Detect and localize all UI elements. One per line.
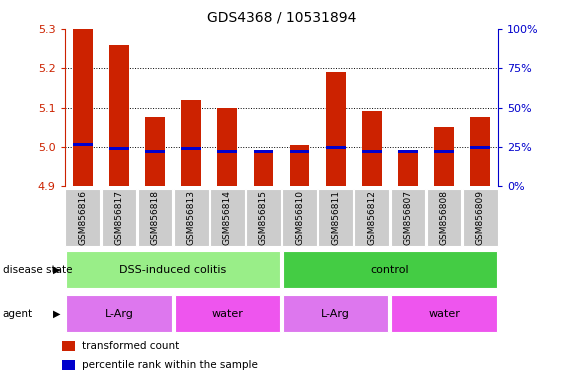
Text: GSM856809: GSM856809: [476, 190, 485, 245]
Bar: [109, 45, 129, 186]
Bar: [217, 108, 237, 186]
Title: GDS4368 / 10531894: GDS4368 / 10531894: [207, 11, 356, 25]
Bar: [282, 189, 317, 247]
Bar: [138, 189, 172, 247]
Text: GSM856817: GSM856817: [114, 190, 123, 245]
Bar: [181, 147, 201, 151]
Bar: [427, 189, 462, 247]
Text: transformed count: transformed count: [82, 341, 179, 351]
Text: water: water: [211, 309, 243, 319]
Bar: [283, 295, 388, 333]
Text: ▶: ▶: [52, 309, 60, 319]
Bar: [434, 127, 454, 186]
Text: GSM856816: GSM856816: [78, 190, 87, 245]
Text: GSM856811: GSM856811: [331, 190, 340, 245]
Bar: [326, 72, 346, 186]
Bar: [289, 150, 310, 153]
Text: L-Arg: L-Arg: [105, 309, 133, 319]
Bar: [145, 150, 165, 153]
Bar: [470, 118, 490, 186]
Text: GSM856815: GSM856815: [259, 190, 268, 245]
Bar: [283, 251, 497, 288]
Bar: [66, 295, 172, 333]
Text: disease state: disease state: [3, 265, 72, 275]
Bar: [217, 150, 237, 153]
Bar: [181, 99, 201, 186]
Bar: [101, 189, 136, 247]
Bar: [318, 189, 353, 247]
Bar: [470, 146, 490, 149]
Text: agent: agent: [3, 309, 33, 319]
Text: L-Arg: L-Arg: [321, 309, 350, 319]
Bar: [210, 189, 245, 247]
Text: GSM856812: GSM856812: [367, 190, 376, 245]
Bar: [62, 341, 75, 351]
Text: GSM856814: GSM856814: [223, 190, 232, 245]
Text: water: water: [428, 309, 460, 319]
Bar: [362, 150, 382, 153]
Bar: [289, 145, 310, 186]
Text: ▶: ▶: [52, 265, 60, 275]
Text: control: control: [370, 265, 409, 275]
Text: DSS-induced colitis: DSS-induced colitis: [119, 265, 227, 275]
Text: GSM856807: GSM856807: [404, 190, 413, 245]
Text: GSM856808: GSM856808: [440, 190, 449, 245]
Bar: [109, 147, 129, 150]
Bar: [174, 189, 208, 247]
Bar: [362, 111, 382, 186]
Bar: [175, 295, 280, 333]
Bar: [253, 153, 274, 186]
Text: GSM856818: GSM856818: [150, 190, 159, 245]
Bar: [391, 189, 425, 247]
Bar: [65, 189, 100, 247]
Bar: [434, 150, 454, 153]
Bar: [355, 189, 389, 247]
Bar: [253, 150, 274, 153]
Bar: [246, 189, 281, 247]
Text: GSM856813: GSM856813: [187, 190, 196, 245]
Text: GSM856810: GSM856810: [295, 190, 304, 245]
Bar: [398, 150, 418, 153]
Bar: [73, 143, 93, 146]
Text: percentile rank within the sample: percentile rank within the sample: [82, 360, 257, 370]
Bar: [62, 360, 75, 370]
Bar: [391, 295, 497, 333]
Bar: [398, 151, 418, 186]
Bar: [463, 189, 498, 247]
Bar: [145, 118, 165, 186]
Bar: [73, 29, 93, 186]
Bar: [66, 251, 280, 288]
Bar: [326, 146, 346, 149]
